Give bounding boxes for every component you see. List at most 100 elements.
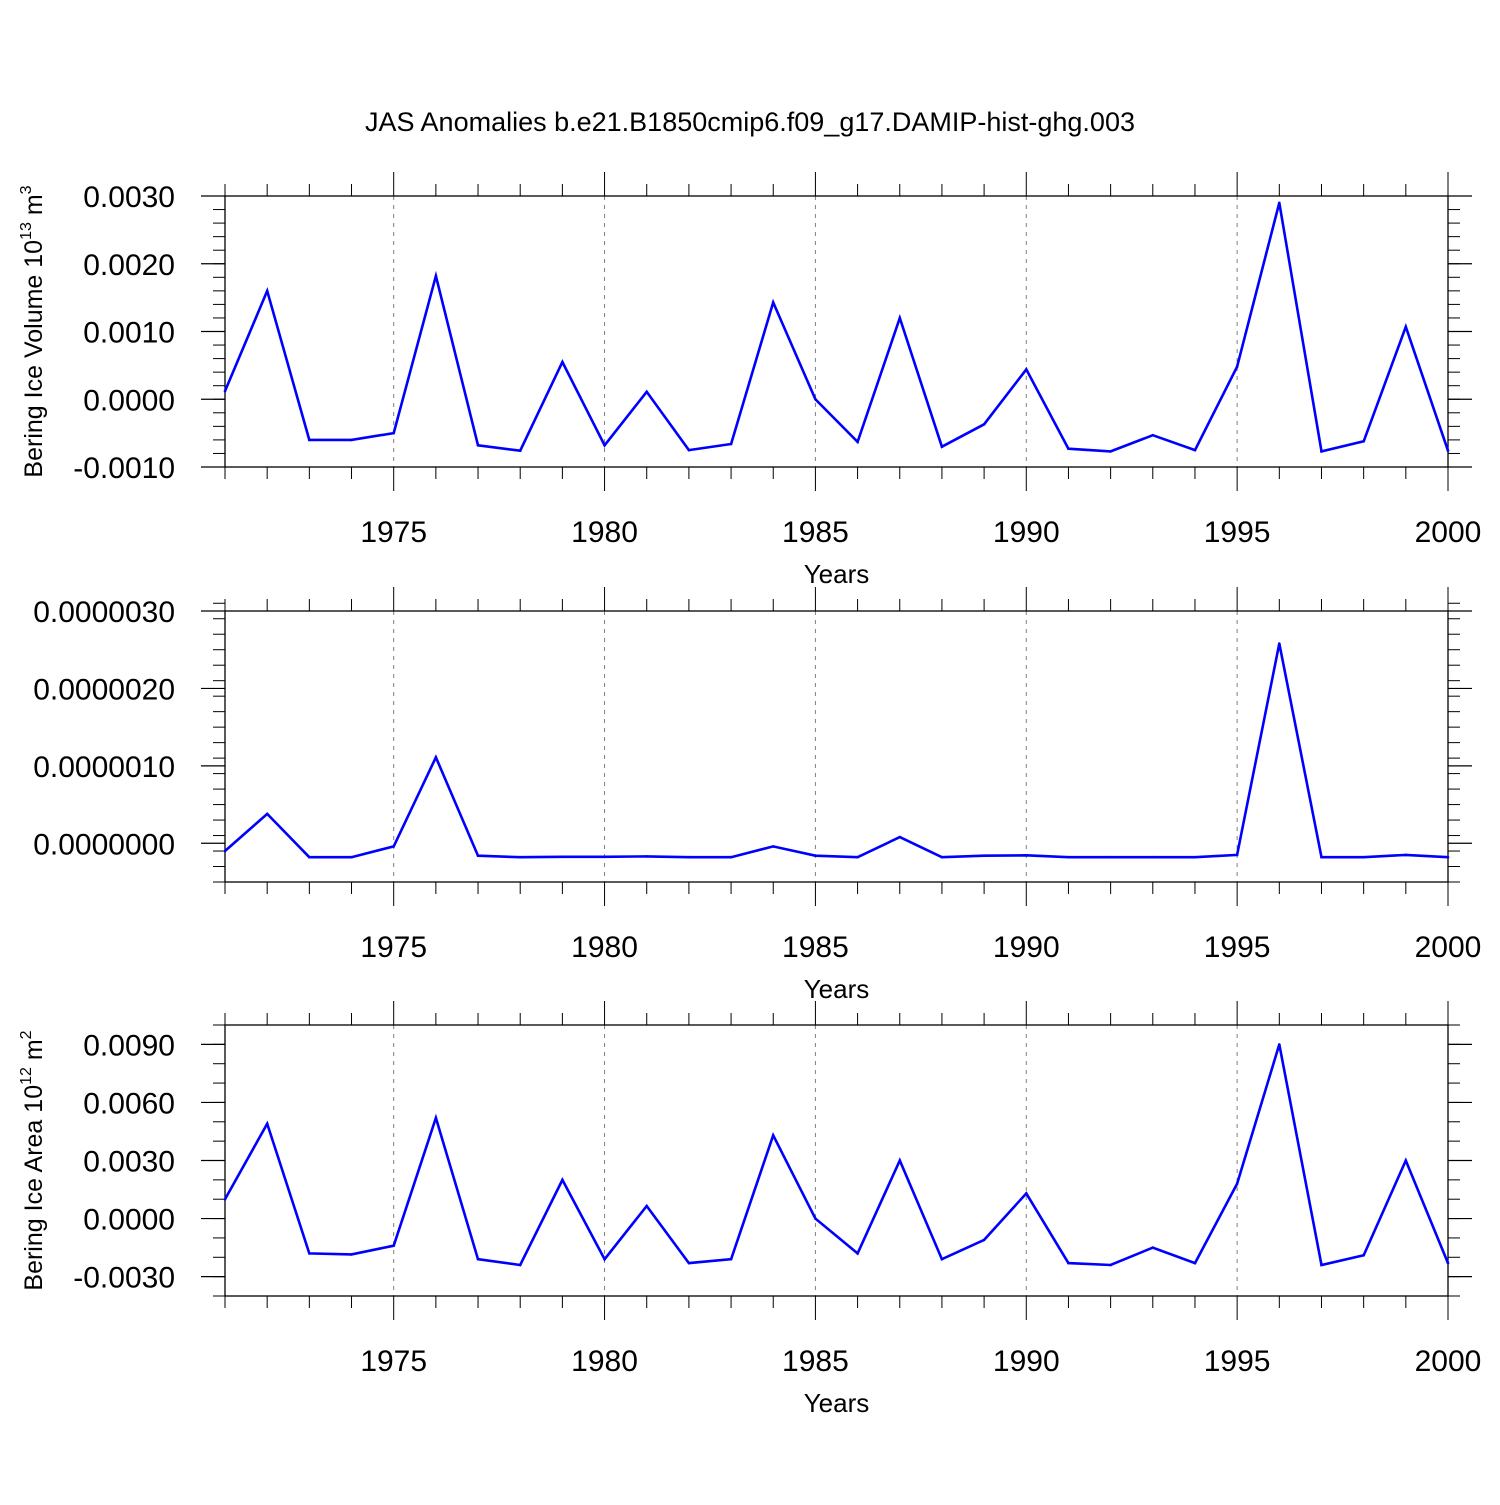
data-point <box>856 1252 859 1255</box>
data-point <box>392 845 396 848</box>
data-point <box>1067 1261 1070 1265</box>
y-axis-label-unit: m <box>20 194 48 222</box>
y-axis-label-exp: 13 <box>18 222 35 240</box>
data-point <box>434 1116 438 1120</box>
data-point <box>1320 450 1323 453</box>
data-point <box>1151 1246 1155 1249</box>
y-axis-label-prefix: Bering Ice Area 10 <box>20 1085 48 1291</box>
data-point <box>518 449 522 453</box>
data-point <box>392 1244 396 1247</box>
panel-thickness: 0.0000000 0.0000010 0.0000020 0.0000030 1975… <box>33 587 1481 1004</box>
series-line-area <box>223 1044 1450 1267</box>
data-point <box>856 855 859 859</box>
x-tick-label: 1995 <box>1204 1345 1271 1378</box>
data-point <box>814 1217 817 1220</box>
plot-frame <box>224 1024 1449 1297</box>
data-point <box>265 812 269 816</box>
panel-area: -0.0030 0.0000 0.0030 0.0060 0.0090 1975 1980 1… <box>18 1001 1481 1418</box>
data-point <box>1109 1263 1112 1267</box>
y-axis-label-unit-exp: 2 <box>18 1030 35 1039</box>
data-point <box>1151 433 1155 437</box>
data-point <box>1278 642 1281 645</box>
y-tick-label: 0.0000 <box>83 1204 175 1237</box>
data-point <box>1404 325 1408 329</box>
data-point <box>1109 855 1112 859</box>
data-point <box>434 274 438 278</box>
x-tick-label: 2000 <box>1415 931 1482 964</box>
data-point <box>1025 854 1028 857</box>
y-tick-label: 0.0000010 <box>33 751 175 784</box>
data-point <box>1067 855 1070 859</box>
data-point <box>1446 449 1450 453</box>
x-tick-label: 1990 <box>993 1345 1060 1378</box>
data-point <box>1067 447 1070 451</box>
data-point <box>771 845 775 848</box>
data-point <box>1151 855 1155 859</box>
data-point <box>392 431 396 435</box>
data-point <box>814 398 817 401</box>
data-point <box>1362 440 1365 443</box>
data-point <box>1362 1254 1365 1257</box>
data-point <box>982 423 986 426</box>
data-point <box>350 1253 353 1256</box>
data-point <box>1362 855 1365 859</box>
data-point <box>1025 368 1028 371</box>
data-point <box>265 1122 269 1125</box>
data-point <box>1278 201 1281 205</box>
data-point <box>223 849 227 853</box>
y-tick-label: 0.0000 <box>83 384 175 417</box>
data-point <box>1193 855 1197 859</box>
data-point <box>645 1204 648 1208</box>
data-point <box>856 440 859 444</box>
data-point <box>898 835 902 839</box>
x-tick-label: 1995 <box>1204 516 1271 549</box>
y-tick-label: 0.0010 <box>83 317 175 350</box>
data-point <box>308 438 311 442</box>
panels: -0.0010 0.0000 0.0010 0.0020 0.0030 1975 1980 1… <box>18 172 1481 1418</box>
data-point <box>350 438 353 442</box>
y-tick-label: 0.0060 <box>83 1087 175 1120</box>
data-point <box>265 289 269 293</box>
chart-title: JAS Anomalies b.e21.B1850cmip6.f09_g17.D… <box>365 107 1135 137</box>
plot-frame <box>224 195 1449 468</box>
y-axis-label-unit-exp: 3 <box>18 185 35 194</box>
y-axis-label-unit: m <box>20 1039 48 1067</box>
data-point <box>771 1134 775 1137</box>
x-tick-label: 2000 <box>1415 516 1482 549</box>
y-tick-label: -0.0030 <box>73 1262 175 1295</box>
data-point <box>476 854 480 857</box>
data-point <box>1278 1043 1281 1046</box>
x-tick-label: 1995 <box>1204 931 1271 964</box>
y-axis-label: Bering Ice Area 1012 m2 <box>18 1030 48 1290</box>
y-axis-label-prefix: Bering Ice Volume 10 <box>20 240 48 478</box>
data-point <box>687 855 691 859</box>
data-point <box>603 444 606 447</box>
data-point <box>518 855 522 859</box>
data-point <box>687 1261 691 1265</box>
x-tick-label: 1985 <box>782 1345 849 1378</box>
x-tick-label: 1990 <box>993 931 1060 964</box>
x-tick-label: 1985 <box>782 516 849 549</box>
data-point <box>476 1257 480 1261</box>
data-point <box>645 390 648 394</box>
data-point <box>476 444 480 447</box>
data-point <box>729 855 733 859</box>
data-point <box>223 389 227 393</box>
y-tick-label: -0.0010 <box>73 452 175 485</box>
data-point <box>729 1257 733 1261</box>
y-tick-label: 0.0000020 <box>33 673 175 706</box>
data-point <box>940 445 944 449</box>
x-tick-label: 1975 <box>360 516 427 549</box>
data-point <box>940 855 944 859</box>
data-point <box>982 854 986 857</box>
data-point <box>1235 365 1239 369</box>
data-point <box>1320 1263 1323 1267</box>
data-point <box>350 855 353 859</box>
x-tick-label: 2000 <box>1415 1345 1482 1378</box>
y-tick-label: 0.0030 <box>83 1146 175 1179</box>
y-axis-label-exp: 12 <box>18 1067 35 1085</box>
data-point <box>1404 853 1408 857</box>
data-point <box>645 855 648 858</box>
x-tick-label: 1980 <box>571 1345 638 1378</box>
